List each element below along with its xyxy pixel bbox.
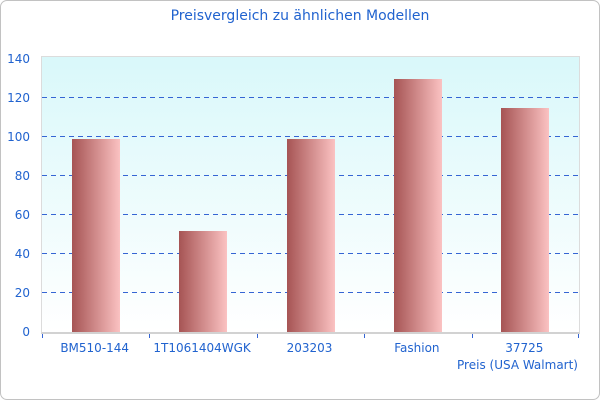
y-tick-label: 140 bbox=[7, 52, 30, 66]
x-tick bbox=[364, 334, 366, 338]
x-tick bbox=[578, 334, 579, 338]
x-axis-labels: BM510-144 1T1061404WGK 203203 Fashion 37725 bbox=[41, 1, 580, 399]
y-axis-labels: 0 20 40 60 80 100 120 140 bbox=[1, 52, 36, 339]
gridline bbox=[42, 97, 579, 98]
bar bbox=[501, 107, 550, 332]
bar bbox=[286, 138, 335, 332]
y-tick-label: 80 bbox=[14, 169, 30, 183]
x-tick bbox=[256, 334, 258, 338]
bar bbox=[179, 230, 228, 332]
y-tick-label: 100 bbox=[7, 130, 30, 144]
x-axis-title: Preis (USA Walmart) bbox=[457, 358, 578, 372]
y-tick-label: 120 bbox=[7, 91, 30, 105]
x-tick-label: 37725 bbox=[505, 341, 544, 355]
x-tick bbox=[42, 334, 43, 338]
x-tick-label: Fashion bbox=[394, 341, 440, 355]
y-tick-label: 60 bbox=[14, 208, 30, 222]
x-tick-label: 1T1061404WGK bbox=[153, 341, 251, 355]
x-tick-label: BM510-144 bbox=[60, 341, 130, 355]
gridline bbox=[42, 136, 579, 137]
y-tick-label: 20 bbox=[14, 286, 30, 300]
x-tick-label: 203203 bbox=[286, 341, 333, 355]
x-tick bbox=[471, 334, 473, 338]
bar bbox=[393, 78, 442, 332]
y-tick-label: 0 bbox=[22, 325, 30, 339]
x-tick bbox=[149, 334, 151, 338]
bar bbox=[71, 138, 120, 332]
plot-area bbox=[41, 56, 580, 338]
y-tick-label: 40 bbox=[14, 247, 30, 261]
chart-title: Preisvergleich zu ähnlichen Modellen bbox=[170, 8, 430, 24]
